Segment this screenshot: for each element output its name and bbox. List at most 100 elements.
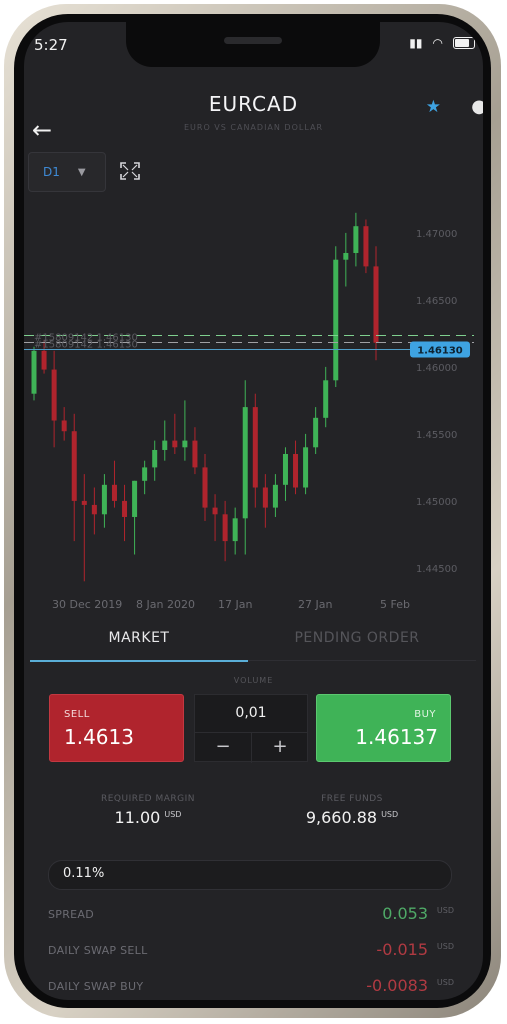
sell-label: SELL: [64, 709, 90, 720]
free-funds-value-row: 9,660.88 USD: [252, 808, 452, 827]
tab-pending-order[interactable]: PENDING ORDER: [294, 630, 420, 646]
candle-body: [333, 259, 339, 381]
app-screen: 5:27 ▮▮ ◠ ← EURCAD EURO VS CANADIAN DOLL…: [24, 22, 483, 1000]
spread-unit: USD: [436, 906, 454, 915]
signal-icon: ▮▮: [409, 36, 423, 50]
spread-label: SPREAD: [48, 908, 95, 921]
candle-body: [323, 380, 329, 418]
buy-price: 1.46137: [355, 725, 438, 749]
candle-body: [41, 350, 47, 370]
candle-body: [142, 467, 148, 481]
free-funds-value: 9,660.88: [305, 808, 378, 827]
volume-label: VOLUME: [233, 676, 274, 685]
sell-price: 1.4613: [64, 725, 134, 749]
candle-body: [272, 484, 278, 508]
status-icons: ▮▮ ◠: [409, 36, 475, 50]
free-funds-unit: USD: [381, 809, 399, 819]
order-tabs: MARKET PENDING ORDER: [30, 626, 476, 662]
candle-body: [61, 420, 67, 432]
order-line-label: #15809142 1.46130: [34, 332, 138, 343]
y-axis-tick-label: 1.45000: [416, 497, 457, 508]
candle-body: [282, 454, 288, 485]
timeframe-dropdown[interactable]: D1 ▼: [28, 152, 106, 192]
favorite-star-icon[interactable]: ★: [425, 97, 441, 117]
spread-value: 0.053: [382, 904, 428, 923]
wifi-icon: ◠: [432, 36, 443, 50]
y-axis-tick-label: 1.46500: [416, 296, 457, 307]
candle-body: [222, 514, 228, 542]
candle-body: [313, 417, 319, 448]
percent-value: 0.11%: [63, 866, 105, 881]
symbol-subtitle: EURO VS CANADIAN DOLLAR: [183, 123, 324, 132]
candle-body: [172, 440, 178, 448]
detail-row-swap-sell: DAILY SWAP SELL -0.015 USD: [48, 938, 454, 962]
candle-body: [303, 447, 309, 488]
candle-body: [132, 480, 138, 517]
current-price-label: 1.46130: [417, 345, 463, 356]
current-price-badge: [410, 341, 470, 358]
y-axis-tick-label: 1.44500: [416, 564, 457, 575]
candle-body: [293, 454, 299, 488]
candle-body: [71, 431, 77, 501]
candle-body: [51, 369, 57, 421]
y-axis-tick-label: 1.46000: [416, 363, 457, 374]
symbol-title: EURCAD: [208, 92, 299, 116]
sell-button[interactable]: SELL 1.4613: [49, 694, 184, 762]
swap-buy-value: -0.0083: [366, 976, 428, 995]
x-axis-tick-label: 30 Dec 2019: [52, 598, 122, 611]
candle-body: [262, 487, 268, 508]
candle-body: [31, 350, 37, 394]
chevron-down-icon: ▼: [77, 166, 86, 178]
candle-body: [343, 253, 349, 260]
volume-input[interactable]: 0,01: [235, 705, 267, 721]
position-line-label: #15809142 1.46130: [34, 339, 138, 350]
y-axis-tick-label: 1.47000: [416, 229, 457, 240]
tab-market[interactable]: MARKET: [30, 626, 248, 662]
free-funds-label: FREE FUNDS: [321, 794, 383, 804]
candle-body: [111, 484, 117, 501]
swap-buy-unit: USD: [436, 978, 454, 987]
x-axis-tick-label: 8 Jan 2020: [136, 598, 195, 611]
volume-decrease-button[interactable]: −: [195, 732, 252, 763]
swap-sell-unit: USD: [436, 942, 454, 951]
required-margin: REQUIRED MARGIN 11.00 USD: [48, 794, 248, 827]
required-margin-value: 11.00: [114, 808, 161, 827]
candle-body: [232, 518, 238, 542]
candle-body: [353, 226, 359, 253]
timeframe-label: D1: [43, 165, 60, 179]
candle-body: [81, 500, 87, 505]
buy-button[interactable]: BUY 1.46137: [316, 694, 451, 762]
status-time: 5:27: [34, 36, 68, 54]
candle-body: [152, 449, 158, 468]
required-margin-unit: USD: [164, 809, 182, 819]
candle-body: [202, 467, 208, 508]
swap-sell-value: -0.015: [376, 940, 428, 959]
candle-body: [363, 226, 369, 267]
required-margin-value-row: 11.00 USD: [48, 808, 248, 827]
percent-bar: 0.11%: [48, 860, 452, 890]
notch: [126, 22, 380, 67]
candle-body: [252, 407, 258, 488]
x-axis-tick-label: 5 Feb: [380, 598, 410, 611]
y-axis-tick-label: 1.45500: [416, 430, 457, 441]
x-axis-tick-label: 17 Jan: [218, 598, 252, 611]
candle-body: [212, 507, 218, 515]
fullscreen-icon[interactable]: [120, 162, 140, 180]
detail-row-swap-buy: DAILY SWAP BUY -0.0083 USD: [48, 974, 454, 998]
required-margin-label: REQUIRED MARGIN: [100, 794, 196, 804]
candle-body: [91, 504, 97, 515]
price-chart[interactable]: 1.47000 1.46500 1.46000 1.45500 1.45000 1.445…: [24, 178, 483, 618]
buy-label: BUY: [414, 709, 436, 720]
volume-increase-button[interactable]: +: [252, 732, 308, 763]
info-icon[interactable]: ●: [471, 96, 483, 117]
candle-body: [192, 440, 198, 468]
candle-body: [182, 440, 188, 448]
candle-body: [101, 484, 107, 515]
volume-stepper: 0,01 − +: [194, 694, 308, 763]
back-arrow-icon[interactable]: ←: [32, 116, 53, 144]
candle-body: [242, 407, 248, 519]
swap-buy-label: DAILY SWAP BUY: [48, 980, 144, 993]
x-axis-tick-label: 27 Jan: [298, 598, 332, 611]
free-funds: FREE FUNDS 9,660.88 USD: [252, 794, 452, 827]
candle-body: [373, 266, 379, 343]
